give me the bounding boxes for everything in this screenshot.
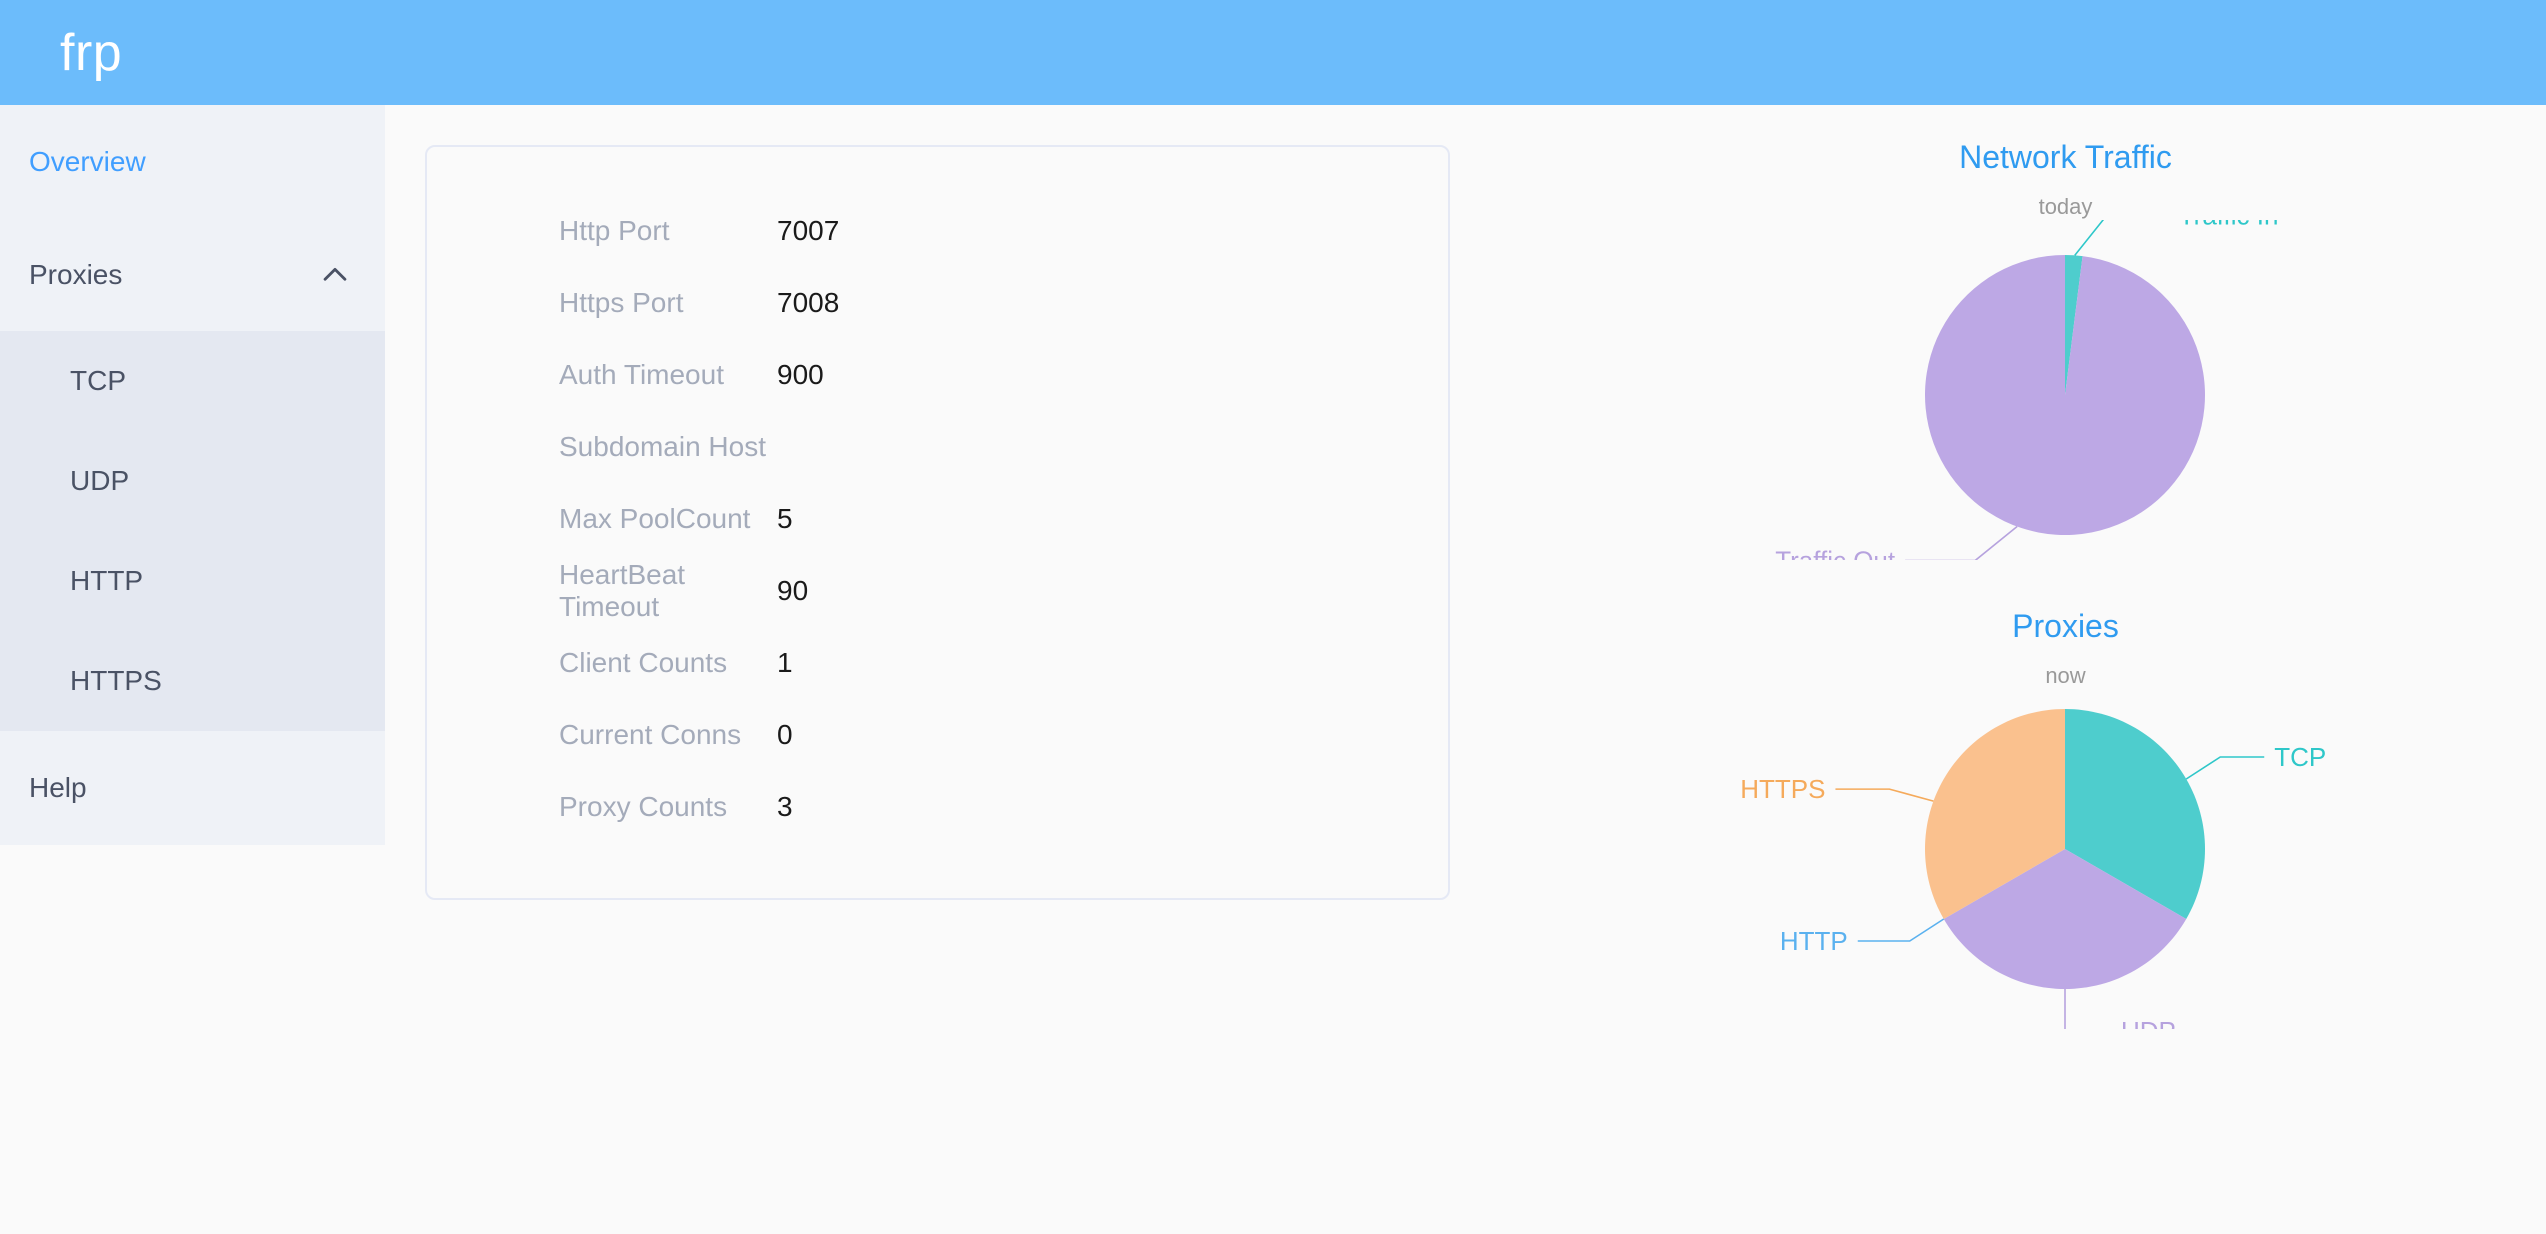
proxies-subtitle: now xyxy=(2045,663,2086,688)
chevron-up-icon[interactable] xyxy=(318,258,352,292)
sidebar-item-label-tcp: TCP xyxy=(70,365,126,396)
pie-slice-label: HTTP xyxy=(1780,926,1848,956)
info-label-subdomain-host: Subdomain Host xyxy=(559,431,767,462)
pie-slice-label: HTTPS xyxy=(1740,774,1825,804)
info-value-http-port: 7007 xyxy=(777,215,840,246)
table-row: Proxy Counts 3 xyxy=(427,771,1448,843)
server-info-table: Http Port 7007 Https Port 7008 Auth Time… xyxy=(427,195,1448,843)
app-header: frp xyxy=(0,0,2546,105)
info-value-auth-timeout: 900 xyxy=(777,359,824,390)
info-label-http-port: Http Port xyxy=(559,215,670,246)
server-info-table-body: Http Port 7007 Https Port 7008 Auth Time… xyxy=(427,195,1448,843)
pie-slice-label: TCP xyxy=(2274,742,2326,772)
table-row: Client Counts 1 xyxy=(427,627,1448,699)
sidebar-item-tcp[interactable]: TCP xyxy=(0,331,385,431)
network-traffic-pie[interactable]: Traffic In Traffic Out xyxy=(1585,220,2546,560)
info-label-https-port: Https Port xyxy=(559,287,684,318)
sidebar-item-label-udp: UDP xyxy=(70,465,130,496)
table-row: Current Conns 0 xyxy=(427,699,1448,771)
info-value-https-port: 7008 xyxy=(777,287,840,318)
proxies-pie[interactable]: TCP UDP HTTP HTTPS xyxy=(1585,689,2546,1029)
info-label-current-conns: Current Conns xyxy=(559,719,742,750)
info-value-heartbeat-timeout: 90 xyxy=(777,575,809,606)
info-label-client-counts: Client Counts xyxy=(559,647,728,678)
info-label-heartbeat-timeout: HeartBeat Timeout xyxy=(559,559,686,622)
table-row: Subdomain Host xyxy=(427,411,1448,483)
sidebar-nav: Overview Proxies TCP UDP HTTP HTTPS xyxy=(0,105,385,845)
info-value-proxy-counts: 3 xyxy=(777,791,793,822)
info-value-current-conns: 0 xyxy=(777,719,793,750)
sidebar-item-help[interactable]: Help xyxy=(0,731,385,844)
sidebar-item-http[interactable]: HTTP xyxy=(0,531,385,631)
table-row: Https Port 7008 xyxy=(427,267,1448,339)
sidebar-submenu-proxies: TCP UDP HTTP HTTPS xyxy=(0,331,385,731)
sidebar-item-https[interactable]: HTTPS xyxy=(0,631,385,731)
network-traffic-title: Network Traffic xyxy=(1959,139,2172,175)
info-value-max-poolcount: 5 xyxy=(777,503,793,534)
sidebar-item-label-overview: Overview xyxy=(29,145,146,177)
sidebar-item-label-https: HTTPS xyxy=(70,665,162,696)
sidebar-item-proxies[interactable]: Proxies xyxy=(0,218,385,331)
charts-column: Network Traffic today Traffic InTraffic … xyxy=(1585,105,2546,1234)
info-value-subdomain-host xyxy=(767,411,1448,483)
info-value-client-counts: 1 xyxy=(777,647,793,678)
network-traffic-subtitle: today xyxy=(2038,194,2093,219)
sidebar-item-label-http: HTTP xyxy=(70,565,144,596)
table-row: Max PoolCount 5 xyxy=(427,483,1448,555)
proxies-title: Proxies xyxy=(2012,608,2119,644)
info-label-max-poolcount: Max PoolCount xyxy=(559,503,751,534)
app-brand-title: frp xyxy=(60,23,123,82)
sidebar-item-label-proxies: Proxies xyxy=(29,258,123,290)
sidebar-item-label-help: Help xyxy=(29,771,87,803)
table-row: Http Port 7007 xyxy=(427,195,1448,267)
proxies-chart: Proxies now TCP UDP HTTP HTTPS xyxy=(1585,560,2546,1029)
pie-slice-label: Traffic In xyxy=(2179,220,2279,230)
table-row: HeartBeat Timeout 90 xyxy=(427,555,1448,627)
pie-slice-label: UDP xyxy=(2121,1016,2176,1029)
table-row: Auth Timeout 900 xyxy=(427,339,1448,411)
pie-slice-label: Traffic Out xyxy=(1775,546,1896,560)
info-label-proxy-counts: Proxy Counts xyxy=(559,791,728,822)
sidebar-item-udp[interactable]: UDP xyxy=(0,431,385,531)
network-traffic-chart: Network Traffic today Traffic InTraffic … xyxy=(1585,105,2546,560)
main-content: Http Port 7007 Https Port 7008 Auth Time… xyxy=(385,105,1585,1234)
server-info-card: Http Port 7007 Https Port 7008 Auth Time… xyxy=(425,145,1450,900)
sidebar-item-overview[interactable]: Overview xyxy=(0,105,385,218)
info-label-auth-timeout: Auth Timeout xyxy=(559,359,724,390)
